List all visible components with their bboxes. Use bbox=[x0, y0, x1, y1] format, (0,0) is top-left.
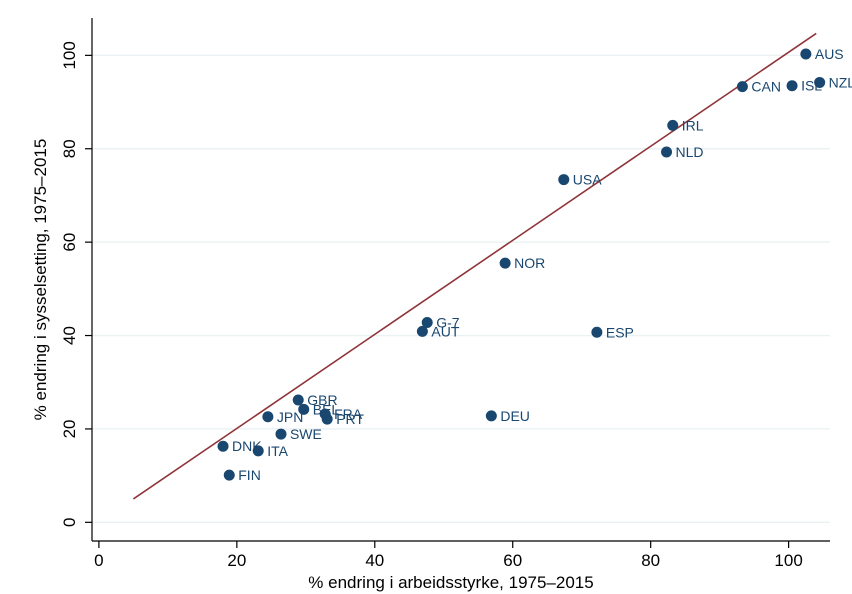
data-point bbox=[558, 174, 570, 186]
y-tick-label: 20 bbox=[60, 419, 79, 438]
point-label: JPN bbox=[277, 409, 303, 425]
data-points bbox=[217, 48, 826, 481]
data-point bbox=[814, 76, 826, 88]
y-tick-label: 100 bbox=[60, 41, 79, 69]
y-axis-title: % endring i sysselsetting, 1975–2015 bbox=[31, 139, 50, 421]
point-label: BEL bbox=[313, 401, 340, 417]
point-label: PRT bbox=[336, 411, 364, 427]
data-point bbox=[275, 428, 287, 440]
data-point bbox=[421, 316, 433, 328]
data-point bbox=[252, 445, 264, 457]
point-label: DEU bbox=[500, 408, 530, 424]
data-point bbox=[262, 411, 274, 423]
data-point bbox=[223, 469, 235, 481]
point-label: AUS bbox=[815, 46, 844, 62]
x-axis-ticks: 0 20 40 60 80 100 bbox=[94, 541, 803, 570]
point-label: IRL bbox=[682, 117, 704, 133]
point-label: DNK bbox=[232, 438, 262, 454]
point-label: G-7 bbox=[436, 314, 460, 330]
x-tick-label: 40 bbox=[365, 551, 384, 570]
data-point bbox=[321, 413, 333, 425]
data-point bbox=[298, 403, 310, 415]
fit-line bbox=[132, 32, 817, 500]
point-label: NOR bbox=[514, 255, 545, 271]
point-label: SWE bbox=[290, 426, 322, 442]
point-label: ITA bbox=[267, 443, 288, 459]
data-point bbox=[499, 257, 511, 269]
grid-lines bbox=[92, 54, 830, 524]
point-label: CAN bbox=[751, 79, 781, 95]
data-point bbox=[292, 394, 304, 406]
x-tick-label: 0 bbox=[94, 551, 103, 570]
x-tick-label: 60 bbox=[503, 551, 522, 570]
point-label: ESP bbox=[606, 324, 634, 340]
data-point bbox=[667, 119, 679, 131]
point-label: ISL bbox=[801, 78, 822, 94]
data-point bbox=[591, 326, 603, 338]
y-tick-label: 0 bbox=[60, 518, 79, 527]
point-label: NZL bbox=[829, 74, 852, 90]
point-label: AUT bbox=[431, 323, 459, 339]
y-tick-label: 40 bbox=[60, 326, 79, 345]
y-tick-label: 80 bbox=[60, 139, 79, 158]
x-tick-label: 100 bbox=[774, 551, 802, 570]
point-label: NLD bbox=[676, 144, 704, 160]
data-point bbox=[661, 146, 673, 158]
point-label: GBR bbox=[307, 392, 337, 408]
point-label: FIN bbox=[238, 467, 261, 483]
axes bbox=[91, 18, 830, 542]
data-point bbox=[800, 48, 812, 60]
point-label: FRA bbox=[334, 406, 363, 422]
data-point bbox=[416, 325, 428, 337]
y-tick-label: 60 bbox=[60, 233, 79, 252]
point-label: USA bbox=[573, 172, 602, 188]
data-point bbox=[485, 410, 497, 422]
y-axis-ticks: 0 20 40 60 80 100 bbox=[60, 41, 92, 527]
x-axis-title: % endring i arbeidsstyrke, 1975–2015 bbox=[308, 573, 593, 592]
data-point bbox=[736, 81, 748, 93]
x-tick-label: 80 bbox=[641, 551, 660, 570]
data-point bbox=[217, 440, 229, 452]
x-tick-label: 20 bbox=[227, 551, 246, 570]
data-point bbox=[786, 80, 798, 92]
